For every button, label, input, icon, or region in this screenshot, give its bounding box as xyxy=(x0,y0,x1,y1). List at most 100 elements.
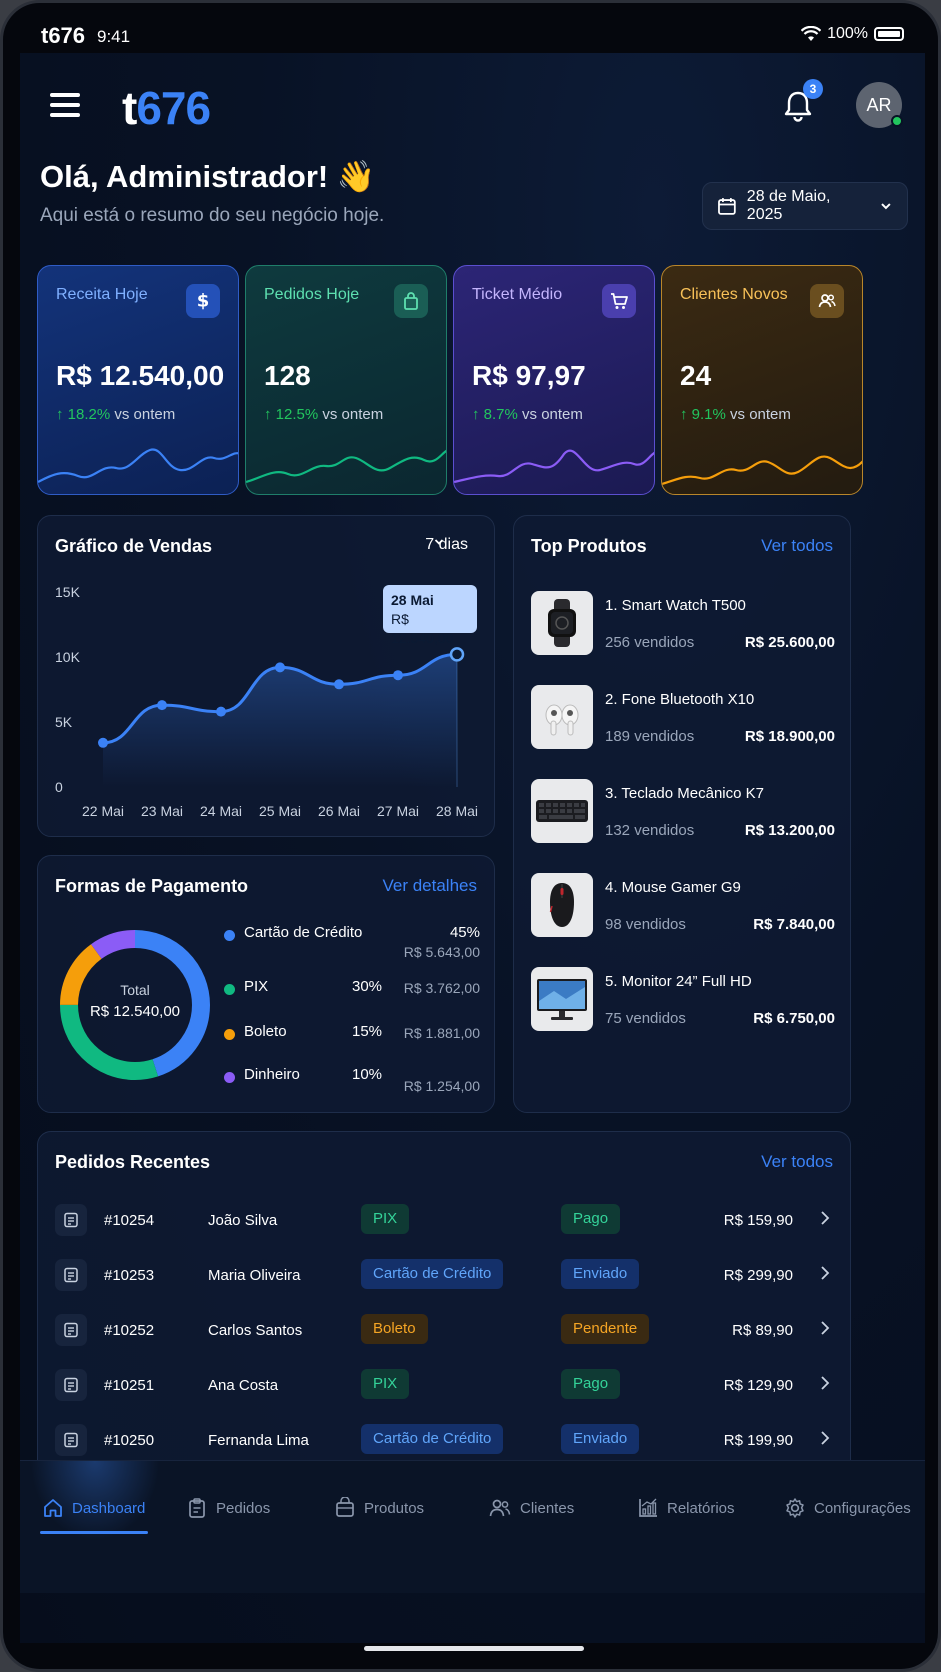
online-status-dot xyxy=(891,115,903,127)
keyboard-icon xyxy=(531,779,593,843)
payment-legend-item: Boleto 15% R$ 1.881,00 xyxy=(224,1023,480,1063)
legend-name: Boleto xyxy=(244,1023,287,1040)
legend-value: R$ 1.881,00 xyxy=(403,1025,480,1041)
product-name: 4. Mouse Gamer G9 xyxy=(605,879,741,896)
mouse-icon xyxy=(531,873,593,937)
home-indicator xyxy=(364,1646,584,1651)
gear-icon xyxy=(786,1498,804,1518)
order-customer: Maria Oliveira xyxy=(208,1267,301,1284)
product-item[interactable]: 2. Fone Bluetooth X10 189 vendidos R$ 18… xyxy=(531,685,835,751)
range-select[interactable]: 7 dias xyxy=(425,536,468,554)
order-id: #10254 xyxy=(104,1212,155,1229)
tab-label: Clientes xyxy=(520,1499,575,1517)
kpi-card-orders[interactable]: Pedidos Hoje 128 ↑ 12.5% vs ontem xyxy=(245,265,447,495)
order-total: R$ 199,90 xyxy=(723,1432,793,1449)
x-tick-label: 22 Mai xyxy=(82,803,124,819)
tab-products[interactable]: Produtos xyxy=(334,1493,424,1523)
product-item[interactable]: 1. Smart Watch T500 256 vendidos R$ 25.6… xyxy=(531,591,835,657)
chevron-right-icon xyxy=(821,1376,830,1390)
tab-settings[interactable]: Configurações xyxy=(784,1493,911,1523)
date-picker-button[interactable]: 28 de Maio, 2025 xyxy=(702,182,908,230)
y-tick-label: 5K xyxy=(55,714,73,730)
x-tick-label: 24 Mai xyxy=(200,803,242,819)
menu-button[interactable] xyxy=(50,93,80,117)
tab-customers[interactable]: Clientes xyxy=(488,1493,574,1523)
status-badge: Pago xyxy=(561,1369,621,1399)
receipt-icon xyxy=(55,1204,87,1236)
kpi-title: Clientes Novos xyxy=(680,286,788,303)
y-tick-label: 0 xyxy=(55,779,63,795)
see-all-orders-link[interactable]: Ver todos xyxy=(761,1152,833,1171)
order-id: #10251 xyxy=(104,1377,155,1394)
order-total: R$ 159,90 xyxy=(723,1212,793,1229)
top-products-title: Top Produtos xyxy=(531,536,647,556)
data-point xyxy=(98,737,108,748)
kpi-card-average-ticket[interactable]: Ticket Médio R$ 97,97 ↑ 8.7% vs ontem xyxy=(453,265,655,495)
tab-orders[interactable]: Pedidos xyxy=(186,1493,270,1523)
order-customer: Ana Costa xyxy=(208,1377,279,1394)
kpi-card-new-customers[interactable]: Clientes Novos 24 ↑ 9.1% vs ontem xyxy=(661,265,863,495)
chevron-right-icon xyxy=(821,1211,830,1225)
dollar-icon: $ xyxy=(186,284,220,318)
tab-label: Pedidos xyxy=(216,1499,271,1517)
y-tick-label: 10K xyxy=(55,649,81,665)
tooltip-date: 28 Mai xyxy=(391,592,434,608)
product-item[interactable]: 5. Monitor 24” Full HD 75 vendidos R$ 6.… xyxy=(531,967,835,1033)
home-icon xyxy=(44,1499,62,1517)
order-total: R$ 129,90 xyxy=(723,1377,793,1394)
status-badge: Enviado xyxy=(561,1424,640,1454)
app-logo: t676 xyxy=(122,82,211,134)
order-row[interactable]: #10251 Ana Costa PIX Pago R$ 129,90 xyxy=(55,1367,835,1407)
product-sold: 75 vendidos xyxy=(605,1010,686,1027)
kpi-sparkline xyxy=(38,448,238,483)
tab-reports[interactable]: Relatórios xyxy=(637,1493,735,1523)
receipt-icon xyxy=(55,1424,87,1456)
payment-method-badge: PIX xyxy=(361,1369,410,1399)
status-badge: Pendente xyxy=(561,1314,650,1344)
order-row[interactable]: #10253 Maria Oliveira Cartão de Crédito … xyxy=(55,1257,835,1297)
legend-value: R$ 5.643,00 xyxy=(403,944,480,960)
product-sold: 132 vendidos xyxy=(605,822,695,839)
sales-chart-panel: Gráfico de Vendas 7 dias 15K 10K 5K 0 22 Mai… xyxy=(37,515,495,837)
data-point xyxy=(216,706,226,717)
see-details-link[interactable]: Ver detalhes xyxy=(382,876,477,895)
order-id: #10252 xyxy=(104,1322,155,1339)
receipt-icon xyxy=(55,1369,87,1401)
product-item[interactable]: 4. Mouse Gamer G9 98 vendidos R$ 7.840,0… xyxy=(531,873,835,939)
data-point xyxy=(334,679,344,690)
tab-label: Configurações xyxy=(814,1499,911,1517)
receipt-icon xyxy=(55,1259,87,1291)
kpi-card-revenue[interactable]: Receita Hoje $ R$ 12.540,00 ↑ 18.2% vs o… xyxy=(37,265,239,495)
x-tick-label: 25 Mai xyxy=(259,803,301,819)
product-sold: 256 vendidos xyxy=(605,634,695,651)
order-total: R$ 299,90 xyxy=(723,1267,793,1284)
sales-chart-title: Gráfico de Vendas xyxy=(55,536,213,556)
order-row[interactable]: #10250 Fernanda Lima Cartão de Crédito E… xyxy=(55,1422,835,1462)
order-row[interactable]: #10252 Carlos Santos Boleto Pendente R$ … xyxy=(55,1312,835,1352)
shopping-bag-icon xyxy=(394,284,428,318)
data-point-selected xyxy=(449,647,465,662)
tab-dashboard[interactable]: Dashboard xyxy=(42,1493,145,1523)
data-point xyxy=(157,700,167,711)
see-all-products-link[interactable]: Ver todos xyxy=(761,536,833,555)
user-avatar[interactable]: AR xyxy=(856,82,902,128)
kpi-title: Pedidos Hoje xyxy=(264,286,360,303)
order-id: #10253 xyxy=(104,1267,155,1284)
product-item[interactable]: 3. Teclado Mecânico K7 132 vendidos R$ 1… xyxy=(531,779,835,845)
product-sold: 189 vendidos xyxy=(605,728,695,745)
clipboard-icon xyxy=(189,1498,205,1518)
sales-area xyxy=(103,654,457,787)
calendar-icon xyxy=(718,198,736,215)
payment-donut-chart xyxy=(60,930,210,1080)
legend-value: R$ 3.762,00 xyxy=(403,980,480,996)
notification-bell-icon[interactable] xyxy=(778,87,818,127)
payment-method-badge: Cartão de Crédito xyxy=(361,1424,504,1454)
chevron-right-icon xyxy=(821,1266,830,1280)
y-tick-label: 15K xyxy=(55,584,81,600)
kpi-sparkline xyxy=(662,455,862,486)
kpi-delta: ↑ 18.2% vs ontem xyxy=(56,406,176,423)
legend-percent: 10% xyxy=(352,1066,383,1083)
status-badge: Enviado xyxy=(561,1259,640,1289)
order-row[interactable]: #10254 João Silva PIX Pago R$ 159,90 xyxy=(55,1202,835,1242)
users-icon xyxy=(489,1499,511,1517)
